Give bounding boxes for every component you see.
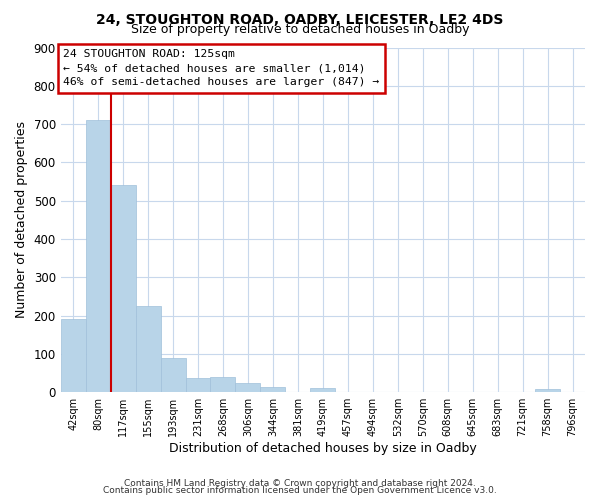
Bar xyxy=(86,120,110,392)
Text: Size of property relative to detached houses in Oadby: Size of property relative to detached ho… xyxy=(131,22,469,36)
Bar xyxy=(161,358,185,392)
Text: 24, STOUGHTON ROAD, OADBY, LEICESTER, LE2 4DS: 24, STOUGHTON ROAD, OADBY, LEICESTER, LE… xyxy=(97,12,503,26)
Bar xyxy=(535,389,560,392)
Text: 24 STOUGHTON ROAD: 125sqm
← 54% of detached houses are smaller (1,014)
46% of se: 24 STOUGHTON ROAD: 125sqm ← 54% of detac… xyxy=(63,49,380,87)
Bar xyxy=(136,306,161,392)
Bar xyxy=(185,378,211,392)
Bar xyxy=(61,320,86,392)
Bar xyxy=(310,388,335,392)
Bar xyxy=(260,387,286,392)
Text: Contains public sector information licensed under the Open Government Licence v3: Contains public sector information licen… xyxy=(103,486,497,495)
Y-axis label: Number of detached properties: Number of detached properties xyxy=(15,122,28,318)
X-axis label: Distribution of detached houses by size in Oadby: Distribution of detached houses by size … xyxy=(169,442,477,455)
Bar xyxy=(211,377,235,392)
Bar xyxy=(110,186,136,392)
Bar xyxy=(235,382,260,392)
Text: Contains HM Land Registry data © Crown copyright and database right 2024.: Contains HM Land Registry data © Crown c… xyxy=(124,478,476,488)
